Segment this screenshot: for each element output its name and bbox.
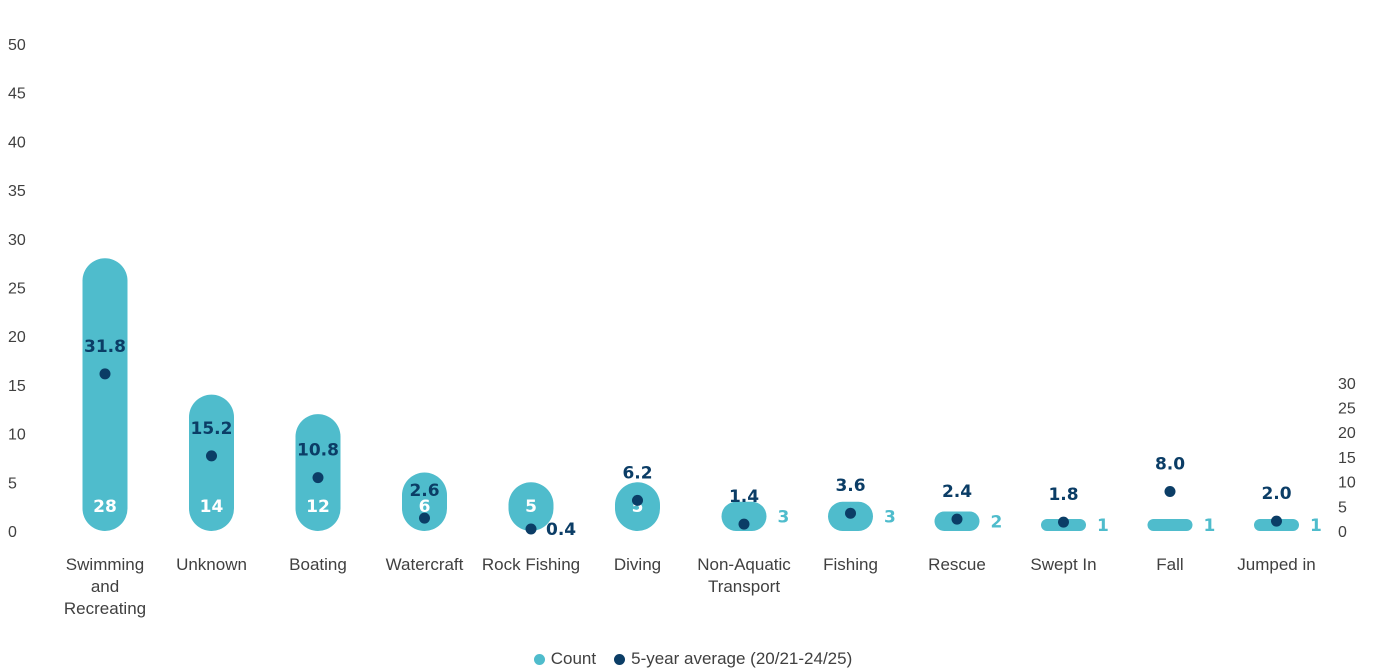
average-point [1271,515,1282,527]
average-label: 15.2 [191,419,233,439]
count-bar [721,501,767,531]
count-label: 5 [525,497,537,517]
category-label: Swimming and Recreating [64,555,146,618]
right-y-axis: 0 5 10 15 20 25 30 [1338,376,1356,541]
left-axis-tick: 0 [8,524,17,541]
average-point [312,472,324,484]
average-label: 1.4 [729,487,759,507]
average-label: 2.6 [409,481,439,501]
left-axis-tick: 10 [8,427,26,444]
count-bar [1147,519,1193,531]
average-label: 1.8 [1048,485,1078,505]
average-point [632,494,643,506]
average-point [845,507,856,519]
count-bar [615,482,660,531]
average-label: 10.8 [297,441,339,461]
count-label: 3 [884,507,896,527]
average-label: 8.0 [1155,454,1185,474]
category-label: Rescue [928,555,986,574]
right-axis-tick: 10 [1338,475,1356,492]
average-point [419,512,430,524]
count-label: 1 [1204,516,1216,536]
count-label: 1 [1310,516,1322,536]
average-point [99,368,111,380]
average-label: 31.8 [84,337,126,357]
average-point [738,518,750,530]
count-bar [82,258,128,531]
category-label: Jumped in [1237,555,1315,574]
left-y-axis: 0 5 10 15 20 25 30 35 40 45 50 [8,37,26,541]
right-axis-tick: 30 [1338,376,1356,393]
average-legend-marker [614,653,626,665]
average-point [206,450,217,462]
category-label: Unknown [176,555,247,574]
left-axis-tick: 50 [8,37,26,54]
left-axis-tick: 30 [8,232,26,249]
average-point [951,513,963,525]
count-bar [189,394,234,531]
left-axis-tick: 25 [8,281,26,298]
count-label: 28 [93,497,117,517]
left-axis-tick: 15 [8,378,26,395]
average-label: 2.4 [942,482,972,502]
average-label: 2.0 [1261,484,1291,504]
category-label: Rock Fishing [482,555,580,574]
left-axis-tick: 40 [8,134,26,151]
count-legend-marker [533,653,545,665]
count-label: 5 [632,497,644,517]
count-legend-label: Count [550,649,597,668]
category-label: Boating [289,555,347,574]
average-point [1164,485,1176,497]
category-labels: Swimming and Recreating Unknown Boating Water… [64,555,1316,618]
category-label: Fishing [823,555,878,574]
right-axis-tick: 5 [1338,499,1347,516]
average-point [1058,516,1069,528]
category-label: Fall [1156,555,1183,574]
average-points: 31.8 15.2 10.8 2.6 0.4 6.2 1.4 3.6 2.4 1.8 8.0 2.0 [84,337,1292,540]
average-label: 6.2 [622,463,652,483]
left-axis-tick: 20 [8,329,26,346]
count-label: 2 [991,512,1003,532]
average-point [525,523,537,535]
count-bar [508,482,554,531]
count-label: 3 [778,507,790,527]
legend-item-count: Count [533,649,597,669]
left-axis-tick: 35 [8,183,26,200]
category-label: Diving [614,555,661,574]
average-label: 3.6 [835,476,865,496]
count-label: 1 [1097,516,1109,536]
left-axis-tick: 5 [8,475,17,492]
count-bars: 28 14 12 6 5 5 3 3 2 1 1 1 [82,258,1322,536]
right-axis-tick: 25 [1338,401,1356,418]
right-axis-tick: 15 [1338,450,1356,467]
count-label: 12 [306,497,330,517]
legend: Count 5-year average (20/21-24/25) [0,648,1386,670]
category-label: Non-Aquatic Transport [697,555,791,596]
right-axis-tick: 0 [1338,524,1347,541]
legend-item-average: 5-year average (20/21-24/25) [614,649,852,669]
left-axis-tick: 45 [8,86,26,103]
average-legend-label: 5-year average (20/21-24/25) [631,649,853,668]
category-label: Watercraft [386,555,464,574]
count-label: 6 [419,497,431,517]
average-label: 0.4 [546,520,576,540]
count-bar [402,472,447,531]
right-axis-tick: 20 [1338,425,1356,442]
count-label: 14 [200,497,224,517]
category-label: Swept In [1030,555,1096,574]
